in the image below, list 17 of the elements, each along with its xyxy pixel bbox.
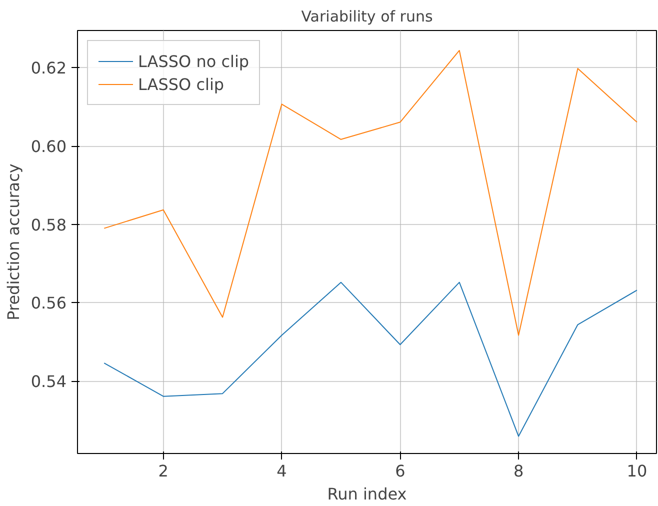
y-tick-label: 0.60 (30, 137, 66, 156)
line-series (104, 50, 638, 336)
x-tick-label: 10 (626, 462, 648, 480)
y-axis-title: Prediction accuracy (4, 164, 23, 320)
line-series (104, 282, 638, 437)
x-tick-label: 2 (158, 462, 168, 480)
y-tick-label: 0.62 (30, 58, 66, 78)
x-axis-title: Run index (327, 484, 407, 504)
legend-label: LASSO no clip (138, 52, 250, 70)
y-tick-label: 0.56 (30, 294, 66, 313)
chart-title: Variability of runs (301, 8, 433, 26)
x-tick-label: 8 (513, 462, 524, 480)
legend-label: LASSO clip (138, 74, 224, 94)
y-tick-label: 0.54 (30, 372, 66, 392)
x-tick-label: 6 (395, 462, 406, 480)
y-tick-label: 0.58 (30, 215, 66, 234)
x-tick-label: 4 (276, 462, 287, 480)
